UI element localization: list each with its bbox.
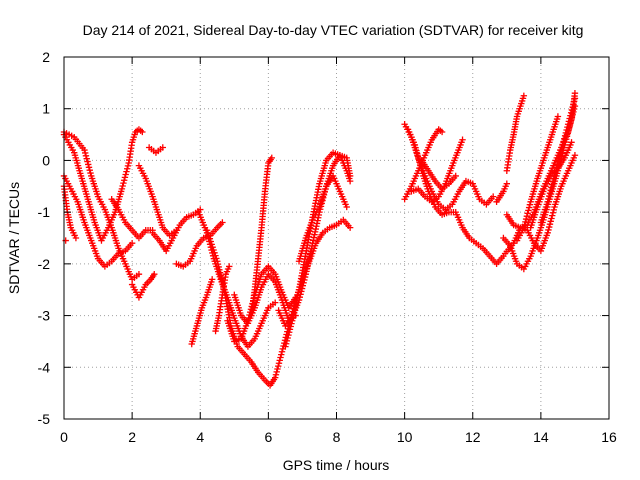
- x-tick-label: 16: [601, 429, 617, 445]
- y-axis-label: SDTVAR / TECUs: [6, 182, 22, 294]
- x-tick-label: 10: [397, 429, 413, 445]
- y-tick-label: -3: [38, 308, 51, 324]
- x-axis-label: GPS time / hours: [283, 457, 390, 473]
- y-tick-label: 0: [42, 152, 50, 168]
- x-tick-label: 6: [264, 429, 272, 445]
- x-tick-label: 0: [60, 429, 68, 445]
- y-tick-label: 1: [42, 101, 50, 117]
- data-points: [61, 90, 578, 389]
- x-tick-label: 12: [465, 429, 481, 445]
- x-tick-label: 2: [128, 429, 136, 445]
- x-tick-label: 8: [333, 429, 341, 445]
- y-tick-label: -4: [38, 359, 51, 375]
- x-tick-label: 4: [196, 429, 204, 445]
- chart-title: Day 214 of 2021, Sidereal Day-to-day VTE…: [83, 22, 584, 38]
- y-tick-label: -2: [38, 256, 51, 272]
- x-tick-label: 14: [533, 429, 549, 445]
- grid-lines: [64, 57, 609, 419]
- y-tick-label: -5: [38, 411, 51, 427]
- y-tick-label: 2: [42, 49, 50, 65]
- data-point: [63, 237, 69, 243]
- y-tick-label: -1: [38, 204, 51, 220]
